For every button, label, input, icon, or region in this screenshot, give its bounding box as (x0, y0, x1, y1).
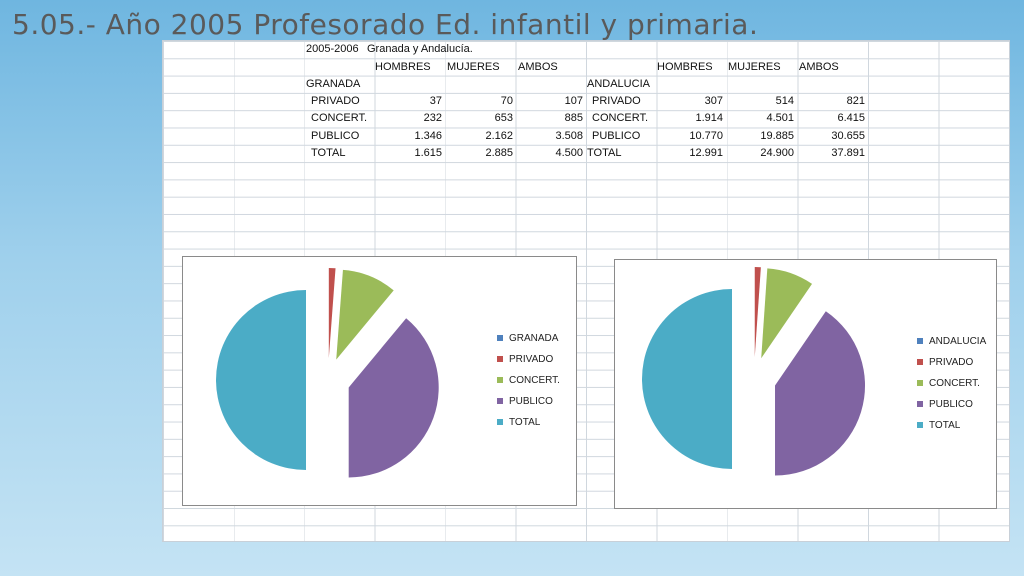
pie-slice-publico (775, 311, 866, 476)
legend-swatch (917, 401, 923, 408)
left-row-label: CONCERT. (311, 112, 368, 124)
right-row-ambos: 30.655 (831, 130, 865, 142)
left-row-ambos: 4.500 (555, 147, 583, 159)
right-row-mujeres: 514 (775, 95, 794, 107)
legend-swatch (497, 335, 503, 342)
left-row-mujeres: 2.162 (485, 130, 513, 142)
header-mujeres-right: MUJERES (728, 61, 781, 73)
legend-swatch (497, 356, 503, 363)
pie-slice-concert (761, 268, 813, 359)
andalucia-label: ANDALUCIA (587, 78, 650, 90)
granada-label: GRANADA (306, 78, 361, 90)
slide-title: 5.05.- Año 2005 Profesorado Ed. infantil… (12, 8, 759, 41)
legend-item: PUBLICO (497, 396, 560, 417)
pie-slice-privado (754, 267, 761, 358)
legend-andalucia: ANDALUCIA PRIVADO CONCERT. PUBLICO TOTAL (917, 336, 986, 441)
left-row-hombres: 37 (429, 95, 442, 107)
legend-item: GRANADA (497, 333, 560, 354)
legend-label: TOTAL (509, 417, 541, 428)
legend-item: PRIVADO (497, 354, 560, 375)
left-row-ambos: 3.508 (555, 130, 583, 142)
legend-label: CONCERT. (929, 378, 980, 389)
pie-slice-privado (328, 268, 336, 359)
legend-item: TOTAL (917, 420, 986, 441)
right-row-label: PRIVADO (592, 95, 641, 107)
legend-swatch (917, 380, 923, 387)
period-label: 2005-2006 (306, 43, 359, 55)
right-row-ambos: 37.891 (831, 147, 865, 159)
pie-chart-andalucia: ANDALUCIA PRIVADO CONCERT. PUBLICO TOTAL (614, 259, 997, 509)
right-row-mujeres: 24.900 (760, 147, 794, 159)
legend-swatch (917, 338, 923, 345)
legend-swatch (497, 398, 503, 405)
legend-swatch (497, 419, 503, 426)
legend-item: PRIVADO (917, 357, 986, 378)
left-row-hombres: 1.615 (414, 147, 442, 159)
header-mujeres-left: MUJERES (447, 61, 500, 73)
left-row-ambos: 107 (564, 95, 583, 107)
legend-label: ANDALUCIA (929, 336, 987, 347)
right-row-mujeres: 19.885 (760, 130, 794, 142)
legend-granada: GRANADA PRIVADO CONCERT. PUBLICO TOTAL (497, 333, 560, 438)
legend-label: PUBLICO (929, 399, 973, 410)
right-row-label: TOTAL (587, 147, 622, 159)
left-row-label: PRIVADO (311, 95, 360, 107)
legend-item: ANDALUCIA (917, 336, 986, 357)
pie-slice-concert (336, 269, 394, 360)
left-row-ambos: 885 (564, 112, 583, 124)
legend-item: TOTAL (497, 417, 560, 438)
right-row-label: PUBLICO (592, 130, 641, 142)
right-row-hombres: 12.991 (689, 147, 723, 159)
legend-swatch (917, 422, 923, 429)
pie-slice-total (642, 289, 732, 469)
legend-swatch (917, 359, 923, 366)
left-row-mujeres: 653 (494, 112, 513, 124)
left-row-mujeres: 70 (500, 95, 513, 107)
left-row-hombres: 1.346 (414, 130, 442, 142)
left-row-label: TOTAL (311, 147, 346, 159)
right-row-hombres: 1.914 (695, 112, 723, 124)
legend-item: CONCERT. (497, 375, 560, 396)
legend-label: PRIVADO (509, 354, 554, 365)
pie-chart-granada: GRANADA PRIVADO CONCERT. PUBLICO TOTAL (182, 256, 577, 506)
header-ambos-left: AMBOS (518, 61, 558, 73)
legend-label: PUBLICO (509, 396, 553, 407)
left-row-label: PUBLICO (311, 130, 360, 142)
right-row-mujeres: 4.501 (766, 112, 794, 124)
header-hombres-left: HOMBRES (375, 61, 431, 73)
right-row-label: CONCERT. (592, 112, 649, 124)
legend-item: PUBLICO (917, 399, 986, 420)
right-row-hombres: 10.770 (689, 130, 723, 142)
left-row-mujeres: 2.885 (485, 147, 513, 159)
right-row-ambos: 6.415 (837, 112, 865, 124)
legend-label: PRIVADO (929, 357, 974, 368)
pie-slice-total (216, 290, 306, 470)
right-row-ambos: 821 (846, 95, 865, 107)
legend-label: GRANADA (509, 333, 559, 344)
legend-label: CONCERT. (509, 375, 560, 386)
header-ambos-right: AMBOS (799, 61, 839, 73)
pie-svg-andalucia (642, 267, 866, 476)
legend-swatch (497, 377, 503, 384)
left-row-hombres: 232 (423, 112, 442, 124)
right-row-hombres: 307 (704, 95, 723, 107)
legend-label: TOTAL (929, 420, 961, 431)
legend-item: CONCERT. (917, 378, 986, 399)
pie-slice-publico (348, 318, 439, 478)
region-label: Granada y Andalucía. (367, 43, 473, 55)
header-hombres-right: HOMBRES (657, 61, 713, 73)
pie-svg-granada (216, 268, 439, 478)
